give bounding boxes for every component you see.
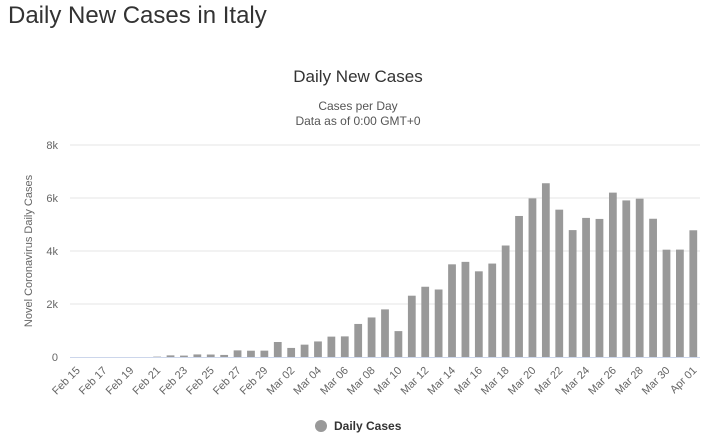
x-tick-label: Feb 27: [211, 365, 244, 398]
legend-label[interactable]: Daily Cases: [334, 419, 402, 433]
gridlines: [70, 144, 700, 305]
y-tick-label: 0: [52, 352, 58, 364]
bar[interactable]: [273, 342, 282, 357]
x-tick-label: Mar 08: [345, 365, 378, 398]
x-tick-label: Mar 14: [425, 365, 458, 398]
legend-marker-icon: [315, 420, 327, 432]
bar[interactable]: [541, 183, 550, 357]
bar[interactable]: [287, 347, 296, 357]
y-axis-ticks: 0 2k 4k 6k 8k: [46, 140, 58, 364]
bar[interactable]: [595, 218, 604, 357]
bar[interactable]: [635, 198, 644, 357]
y-tick-label: 8k: [46, 140, 58, 152]
bar[interactable]: [555, 209, 564, 357]
y-tick-label: 2k: [46, 299, 58, 311]
chart-subtitle-line-2: Data as of 0:00 GMT+0: [295, 114, 420, 128]
bar[interactable]: [515, 215, 523, 357]
bar[interactable]: [622, 200, 631, 357]
bar[interactable]: [314, 341, 322, 357]
bar[interactable]: [689, 230, 698, 357]
bar[interactable]: [394, 331, 403, 357]
bar[interactable]: [662, 249, 671, 357]
bar[interactable]: [220, 354, 229, 357]
x-tick-label: Feb 29: [238, 365, 271, 398]
y-tick-label: 4k: [46, 246, 58, 258]
x-tick-label: Apr 01: [668, 365, 699, 396]
x-tick-label: Mar 24: [559, 365, 592, 398]
x-tick-label: Mar 04: [291, 365, 324, 398]
bar[interactable]: [247, 350, 255, 357]
x-tick-label: Feb 19: [104, 365, 137, 398]
y-tick-label: 6k: [46, 193, 58, 205]
bar[interactable]: [448, 264, 456, 357]
bar[interactable]: [608, 192, 617, 357]
bar[interactable]: [327, 336, 336, 357]
x-tick-label: Mar 02: [265, 365, 298, 398]
x-tick-label: Feb 23: [157, 365, 190, 398]
bar[interactable]: [649, 218, 657, 357]
bar[interactable]: [233, 350, 242, 357]
legend[interactable]: Daily Cases: [315, 419, 402, 433]
bar[interactable]: [501, 245, 510, 357]
x-tick-label: Mar 18: [479, 365, 512, 398]
bar[interactable]: [260, 350, 269, 357]
bar[interactable]: [676, 249, 684, 357]
bar[interactable]: [461, 261, 470, 357]
bar[interactable]: [582, 217, 590, 357]
x-tick-label: Feb 21: [131, 365, 164, 398]
bar[interactable]: [381, 309, 389, 357]
y-axis-title: Novel Coronavirus Daily Cases: [23, 174, 35, 327]
bar[interactable]: [193, 354, 202, 357]
x-tick-label: Feb 15: [50, 365, 83, 398]
chart-title: Daily New Cases: [293, 67, 422, 86]
bar[interactable]: [488, 263, 497, 357]
x-tick-label: Mar 12: [399, 365, 432, 398]
x-tick-label: Feb 25: [184, 365, 217, 398]
page-title: Daily New Cases in Italy: [8, 2, 267, 29]
bar[interactable]: [568, 230, 577, 357]
x-tick-label: Mar 22: [533, 365, 566, 398]
x-tick-label: Mar 16: [452, 365, 485, 398]
chart-subtitle-line-1: Cases per Day: [318, 99, 397, 113]
x-tick-label: Mar 26: [586, 365, 619, 398]
bar[interactable]: [367, 317, 376, 357]
x-tick-label: Feb 17: [77, 365, 110, 398]
bar[interactable]: [180, 355, 188, 357]
x-tick-label: Mar 30: [640, 365, 673, 398]
x-tick-label: Mar 28: [613, 365, 646, 398]
bar[interactable]: [434, 289, 443, 357]
x-tick-label: Mar 10: [372, 365, 405, 398]
bar[interactable]: [474, 271, 483, 357]
bars: [153, 183, 698, 357]
bar[interactable]: [407, 295, 416, 357]
bar[interactable]: [340, 336, 349, 357]
bar[interactable]: [421, 286, 430, 357]
bar[interactable]: [206, 354, 215, 357]
bar[interactable]: [354, 323, 363, 357]
bar[interactable]: [300, 344, 309, 357]
x-tick-label: Mar 06: [318, 365, 351, 398]
bar[interactable]: [528, 198, 537, 357]
x-tick-label: Mar 20: [506, 365, 539, 398]
bar[interactable]: [166, 355, 175, 357]
